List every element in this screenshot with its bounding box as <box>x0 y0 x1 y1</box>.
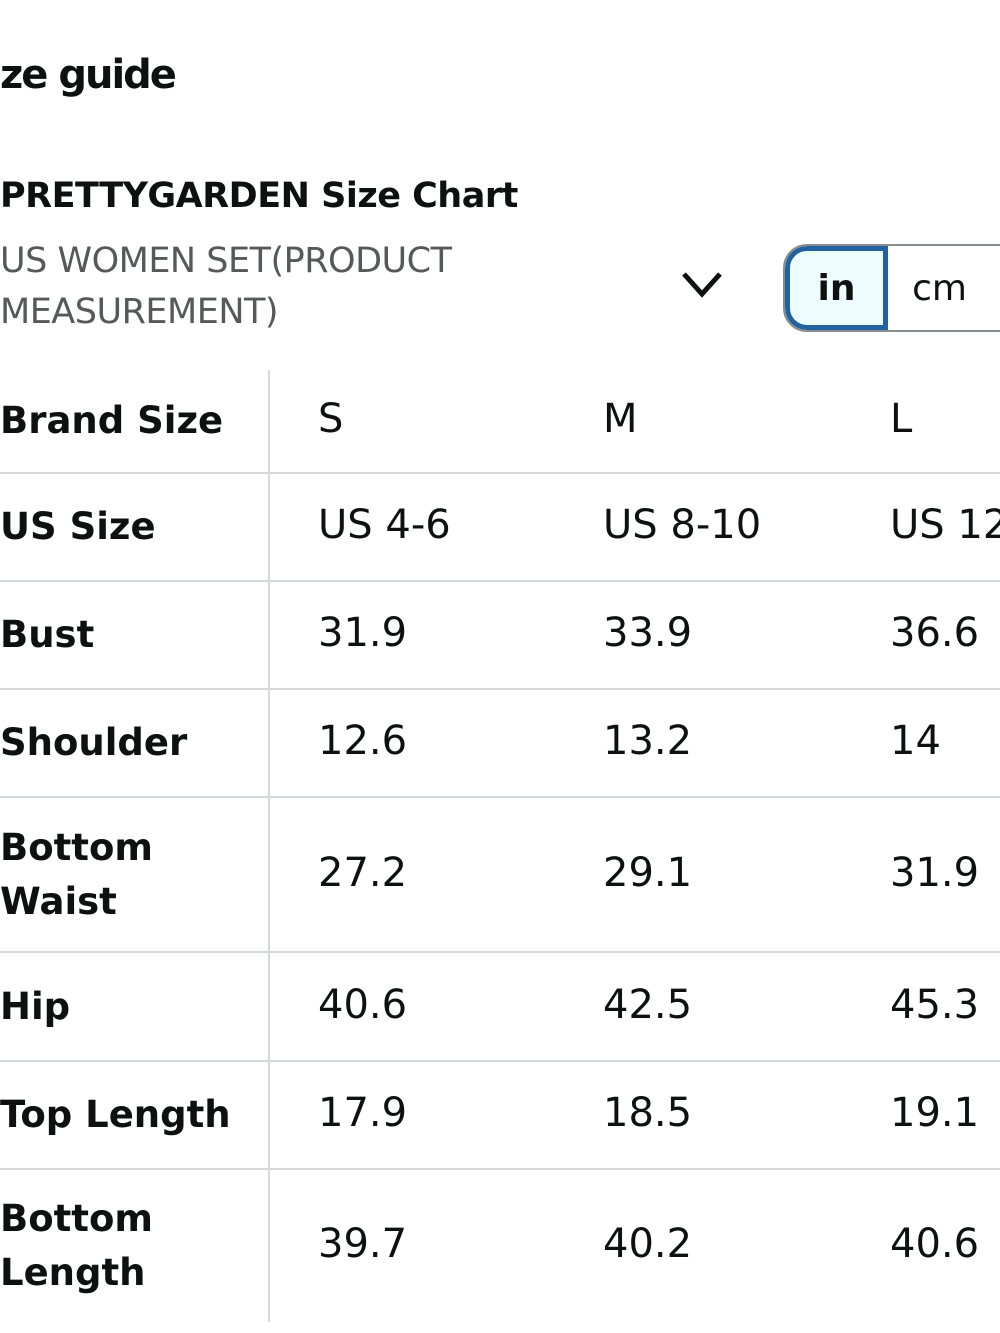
table-row: Bust 31.9 33.9 36.6 <box>0 582 1000 690</box>
table-cell: 42.5 <box>603 981 693 1028</box>
row-label: Top Length <box>0 1062 270 1168</box>
unit-option[interactable]: cm <box>912 267 967 309</box>
table-cell: 29.1 <box>603 849 693 896</box>
table-row: Hip 40.6 42.5 45.3 <box>0 953 1000 1062</box>
table-cell: S <box>318 396 344 442</box>
row-label: Hip <box>0 953 270 1060</box>
table-cell: 31.9 <box>890 849 980 896</box>
table-row: Bottom Length 39.7 40.2 40.6 <box>0 1170 1000 1322</box>
table-cell: 13.2 <box>603 718 693 764</box>
table-cell: 31.9 <box>318 610 408 656</box>
table-cell: US 4-6 <box>318 502 451 548</box>
title: ze guide <box>0 52 177 98</box>
row-label: Bottom Waist <box>0 798 270 951</box>
table-cell: 19.1 <box>890 1090 980 1136</box>
row-label: Bottom Length <box>0 1170 270 1322</box>
table-cell: US 12 <box>890 502 1000 548</box>
table-cell: 40.6 <box>318 981 408 1028</box>
table-cell: L <box>890 396 913 442</box>
table-row: Shoulder 12.6 13.2 14 <box>0 690 1000 798</box>
table-row: Brand Size S M L <box>0 370 1000 474</box>
table-row: Bottom Waist 27.2 29.1 31.9 <box>0 798 1000 953</box>
table-cell: M <box>603 396 638 442</box>
table-row: Top Length 17.9 18.5 19.1 <box>0 1062 1000 1170</box>
table-cell: 40.2 <box>603 1221 693 1267</box>
chart-title: PRETTYGARDEN Size Chart <box>0 176 518 216</box>
size-table: Brand Size S M L US Size US 4-6 US 8-10 US 12 Bu… <box>0 370 1000 1322</box>
table-cell: 12.6 <box>318 718 408 764</box>
table-row: US Size US 4-6 US 8-10 US 12 <box>0 474 1000 582</box>
table-cell: 18.5 <box>603 1090 693 1136</box>
table-cell: 17.9 <box>318 1090 408 1136</box>
table-cell: 45.3 <box>890 981 980 1028</box>
table-cell: 33.9 <box>603 610 693 656</box>
table-cell: 14 <box>890 718 941 764</box>
table-cell: 27.2 <box>318 849 408 896</box>
row-label: Bust <box>0 582 270 688</box>
table-cell: 36.6 <box>890 610 980 656</box>
table-cell: 40.6 <box>890 1221 980 1267</box>
row-label: Shoulder <box>0 690 270 796</box>
dropdown-chevron[interactable] <box>680 268 724 302</box>
table-cell: US 8-10 <box>603 502 762 548</box>
subtitle: US WOMEN SET(PRODUCT MEASUREMENT) <box>0 241 452 332</box>
unit-option[interactable]: in <box>785 246 888 330</box>
row-label: US Size <box>0 474 270 580</box>
row-label: Brand Size <box>0 370 270 472</box>
table-cell: 39.7 <box>318 1221 408 1267</box>
unit-toggle: in cm <box>783 244 1000 332</box>
